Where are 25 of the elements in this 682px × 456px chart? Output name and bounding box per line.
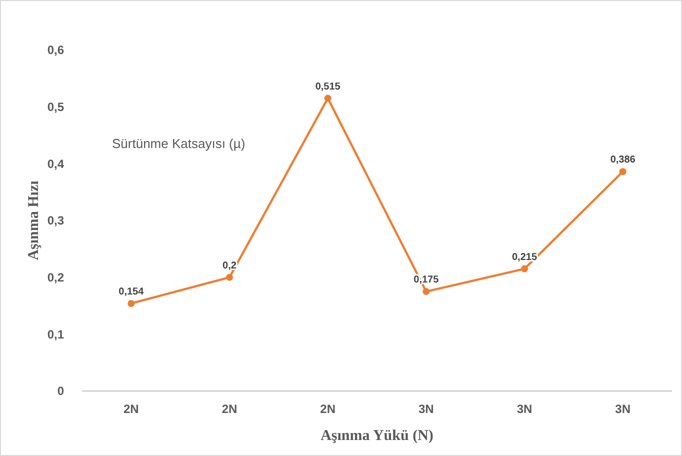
x-tick-label: 3N [615,402,631,416]
data-label: 0,386 [610,154,636,166]
data-label: 0,515 [315,81,341,92]
y-tick-label: 0,3 [47,214,64,228]
y-tick-label: 0,5 [47,100,64,114]
y-tick-label: 0,1 [47,327,64,342]
annotation: Sürtünme Katsayısı (µ) [112,136,246,151]
x-axis-title: Aşınma Yükü (N) [320,428,434,444]
x-tick-label: 2N [123,402,139,416]
y-tick-label: 0,6 [47,43,64,58]
y-tick-label: 0,2 [47,270,64,285]
point [422,288,430,296]
y-tick-label: 0,4 [47,156,64,171]
point [619,168,626,176]
data-label: 0,154 [118,286,144,298]
y-tick-label: 0 [57,384,64,398]
y-axis-title: Aşınma Hızı [26,180,42,260]
x-tick-label: 2N [320,402,336,416]
x-tick-label: 3N [516,402,532,416]
x-tick-label: 2N [222,402,238,416]
point [128,300,135,307]
point [521,265,528,272]
point [226,274,233,281]
point [324,94,332,102]
x-tick-label: 3N [418,402,434,416]
